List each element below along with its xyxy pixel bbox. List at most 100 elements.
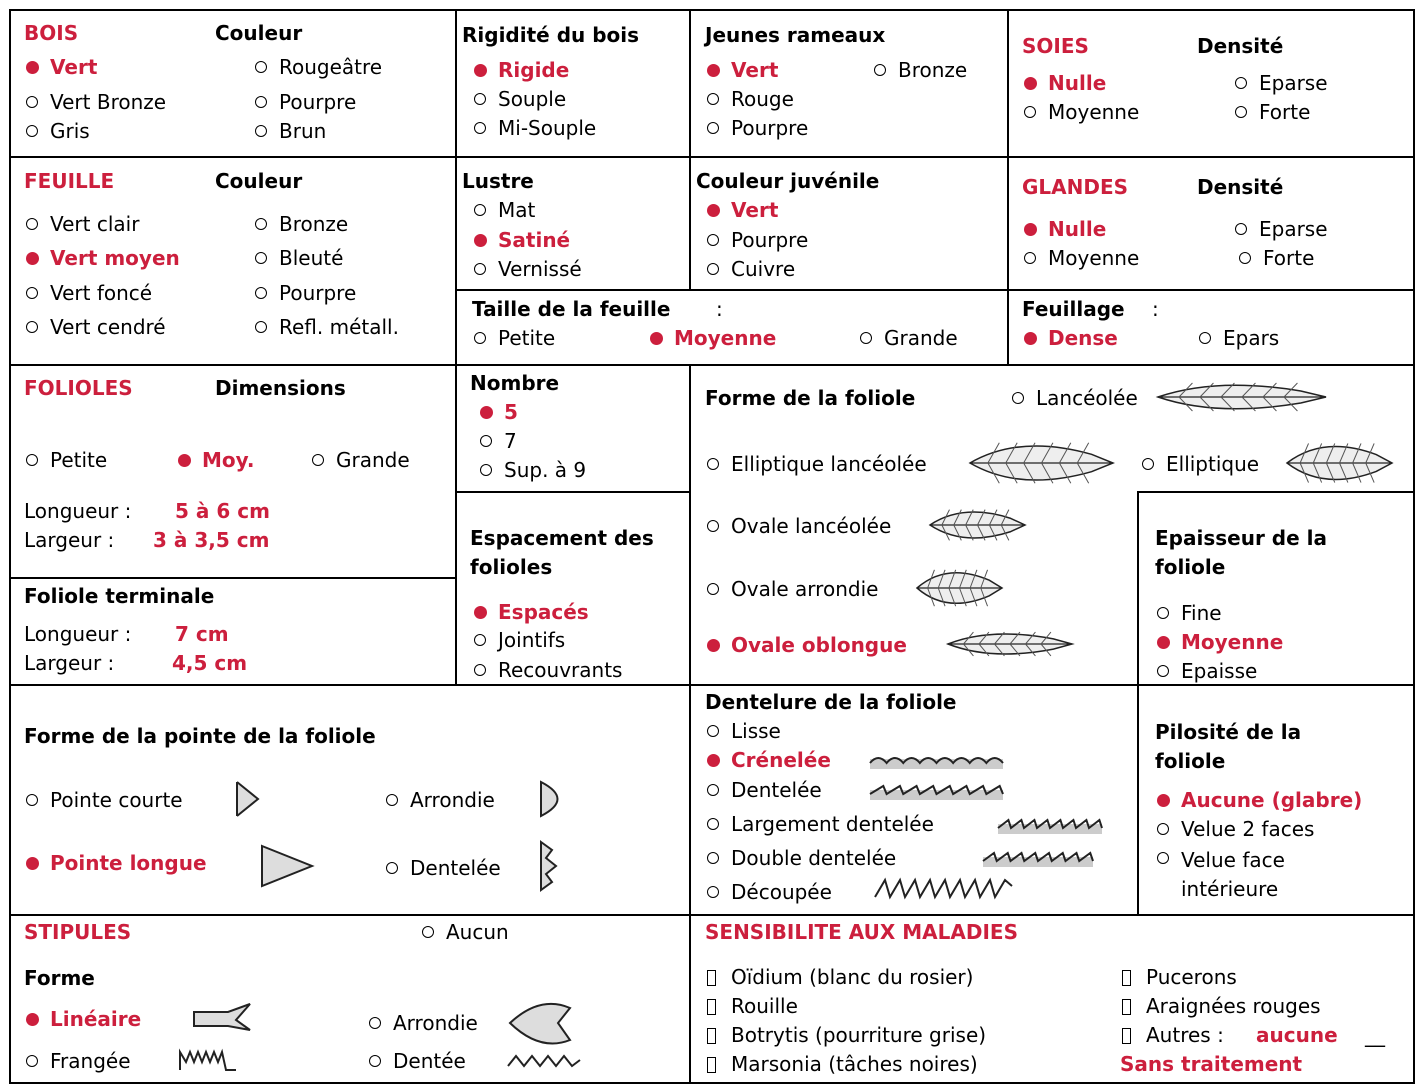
serration-icon (869, 784, 1004, 796)
section-title: Pilosité de la foliole (1155, 720, 1302, 773)
border-line (10, 1082, 1415, 1084)
leaf-vein (1000, 524, 1010, 541)
leaf-vein (1025, 643, 1036, 657)
shape-icon (540, 840, 558, 892)
radio-option: Bronze (872, 58, 967, 82)
radio-option: Découpée (705, 880, 832, 904)
leaf-vein (959, 569, 967, 589)
serration-icon (982, 851, 1094, 863)
radio-option: 5 (478, 400, 518, 424)
leaf-vein (977, 509, 986, 526)
shape-icon (261, 844, 315, 888)
radio-option: Arrondie (367, 1011, 478, 1035)
leaf-vein (1339, 443, 1349, 464)
leaf-vein (1365, 443, 1375, 464)
section-title: Espacement des folioles (470, 526, 654, 579)
radio-option: Vert cendré (24, 315, 166, 339)
leaf-vein (1199, 382, 1214, 398)
radio-option: Sup. à 9 (478, 458, 586, 482)
radio-option: 7 (478, 429, 517, 453)
radio-option: Frangée (24, 1049, 131, 1073)
section-title: STIPULES (24, 920, 132, 944)
border-line (689, 364, 691, 1084)
field-text: Sans traitement (1120, 1052, 1303, 1076)
radio-option: Grande (858, 326, 958, 350)
radio-option: Grande (310, 448, 410, 472)
serration-icon (869, 757, 1004, 765)
field-text: 5 à 6 cm (175, 499, 270, 523)
field-text: : (716, 297, 723, 321)
radio-option: Mi-Souple (472, 116, 596, 140)
leaf-vein (1040, 643, 1052, 657)
leaf-vein (969, 569, 978, 589)
border-line (455, 491, 690, 493)
leaf-vein (1005, 442, 1018, 464)
leaf-vein (980, 569, 989, 589)
section-title: Foliole terminale (24, 584, 215, 608)
leaf-vein (988, 509, 998, 526)
radio-option: Rouge (705, 87, 794, 111)
radio-option: Eparse (1233, 217, 1328, 241)
leaf-vein (1199, 396, 1214, 412)
radio-option: Vert moyen (24, 246, 180, 270)
leaf-vein (1312, 462, 1323, 483)
checkbox-item: Marsonia (tâches noires) (705, 1052, 978, 1076)
leaf-vein (1299, 443, 1309, 464)
section-subtitle: Densité (1197, 175, 1284, 199)
leaf-vein (1339, 462, 1349, 483)
shape-icon (179, 1048, 236, 1071)
field-text: 4,5 cm (172, 651, 248, 675)
section-title: GLANDES (1022, 175, 1129, 199)
radio-option: Velue 2 faces (1155, 817, 1314, 841)
border-line (10, 364, 1415, 366)
leaf-vein (963, 631, 974, 645)
radio-option: Aucun (420, 920, 509, 944)
leaf-vein (1241, 382, 1256, 398)
leaf-vein (1023, 442, 1036, 464)
section-subtitle: Couleur (215, 169, 303, 193)
border-line (1138, 491, 1415, 493)
radio-option: Bronze (253, 212, 348, 236)
radio-option: Rigide (472, 58, 569, 82)
radio-option: Pourpre (253, 281, 356, 305)
section-title: Epaisseur de la foliole (1155, 526, 1327, 579)
leaf-vein (1178, 396, 1193, 412)
leaf-vein (987, 442, 1000, 464)
radio-option: Nulle (1022, 71, 1106, 95)
radio-option: Pointe courte (24, 788, 183, 812)
radio-option: Double dentelée (705, 846, 896, 870)
border-line (9, 9, 11, 1084)
radio-option: Forte (1237, 246, 1314, 270)
leaf-vein (1000, 509, 1010, 526)
section-title: Dentelure de la foliole (705, 690, 957, 714)
radio-option: Espacés (472, 600, 589, 624)
radio-option: Arrondie (384, 788, 495, 812)
field-text: Largeur : (24, 528, 115, 552)
radio-option: Vert (705, 58, 778, 82)
field-text: Longueur : (24, 499, 132, 523)
radio-option: Dentée (367, 1049, 466, 1073)
leaf-vein (1041, 462, 1054, 484)
checkbox-item: Botrytis (pourriture grise) (705, 1023, 986, 1047)
leaf-vein (987, 462, 1000, 484)
radio-option: Bleuté (253, 246, 343, 270)
border-line (689, 9, 691, 291)
section-title: FEUILLE (24, 169, 115, 193)
checkbox-item: Araignées rouges (1120, 994, 1321, 1018)
leaf-vein (969, 587, 978, 607)
radio-option: Ovale oblongue (705, 633, 907, 657)
radio-option: Mat (472, 198, 535, 222)
shape-icon (507, 1054, 581, 1068)
radio-option: Dentelée (705, 778, 822, 802)
leaf-vein (1352, 443, 1362, 464)
leaf-vein (977, 524, 986, 541)
radio-option: Eparse (1233, 71, 1328, 95)
border-line (10, 914, 1415, 916)
leaf-vein (1009, 643, 1021, 657)
section-title: SOIES (1022, 34, 1089, 58)
radio-option: Pourpre (253, 90, 356, 114)
leaf-vein (1299, 462, 1309, 483)
radio-option: Aucune (glabre) (1155, 788, 1362, 812)
border-line (10, 577, 456, 579)
